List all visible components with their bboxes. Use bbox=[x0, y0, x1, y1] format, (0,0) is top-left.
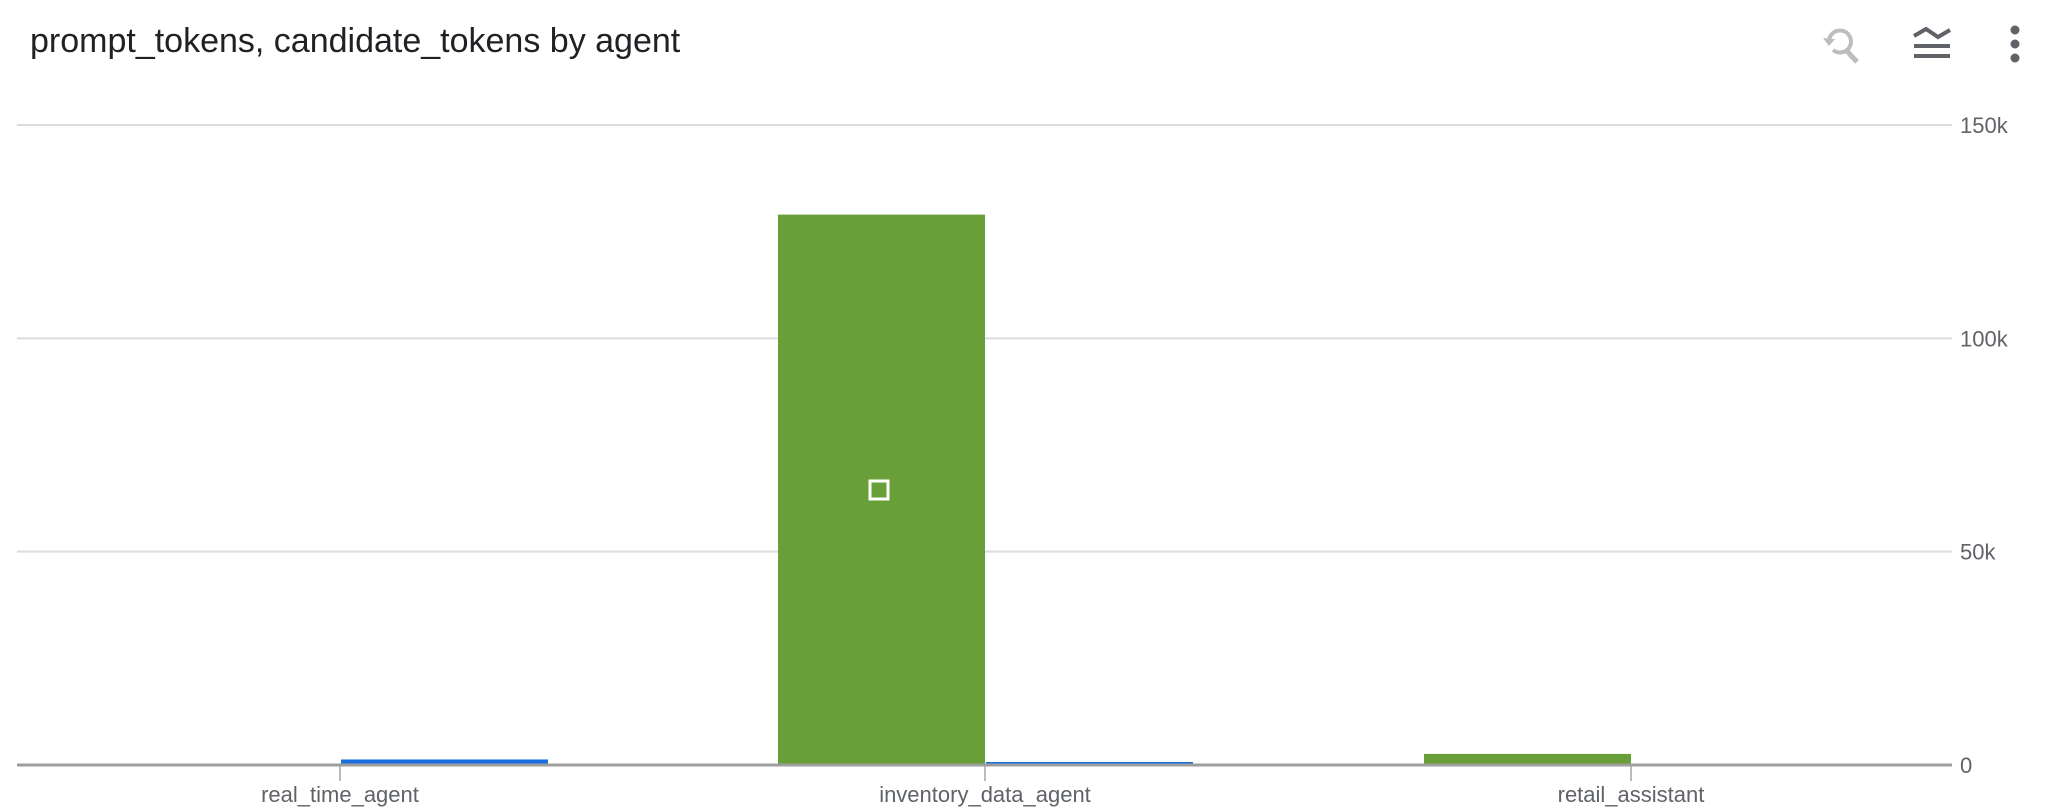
chart-title: prompt_tokens, candidate_tokens by agent bbox=[30, 22, 681, 60]
reset-zoom-icon[interactable] bbox=[1815, 20, 1865, 75]
bar-retail_assistant-series-0 bbox=[1424, 753, 1631, 765]
hover-marker bbox=[868, 479, 890, 501]
y-tick-label: 100k bbox=[1960, 326, 2009, 351]
y-tick-label: 50k bbox=[1960, 540, 1996, 565]
x-tick-label: retail_assistant bbox=[1558, 782, 1705, 807]
x-tick-label: real_time_agent bbox=[261, 782, 419, 807]
y-tick-label: 0 bbox=[1960, 753, 1972, 778]
bar-inventory_data_agent-series-0 bbox=[778, 214, 985, 766]
bar-real_time_agent-series-1 bbox=[341, 759, 548, 765]
y-tick-label: 150k bbox=[1960, 113, 2009, 138]
x-tick-label: inventory_data_agent bbox=[879, 782, 1091, 807]
legend-toggle-icon[interactable] bbox=[1908, 20, 1958, 75]
more-vert-icon[interactable] bbox=[2000, 20, 2030, 75]
